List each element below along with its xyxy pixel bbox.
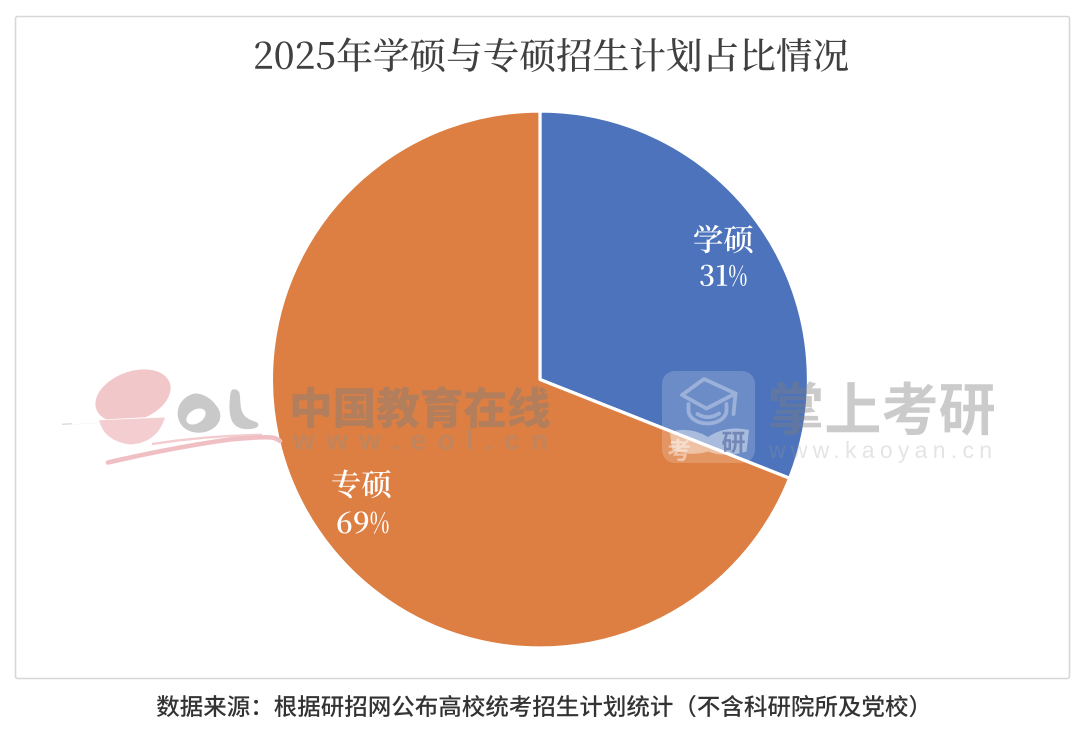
svg-text:www.eol.cn: www.eol.cn [292,425,548,456]
svg-text:www.kaoyan.cn: www.kaoyan.cn [768,437,992,463]
